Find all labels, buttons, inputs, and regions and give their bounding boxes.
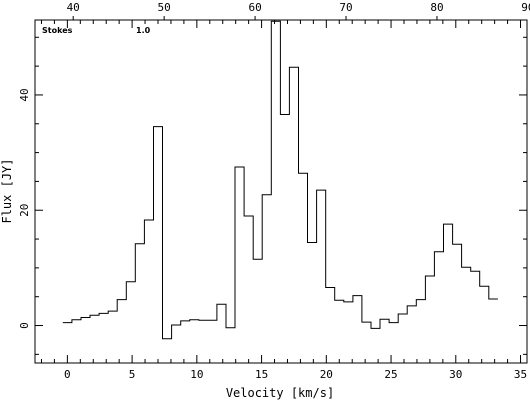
tick-labels: 0 5 10 15 20 25 30 35 40 50 60 70 80 90 0 20 40 [18,1,530,381]
y-tick-label: 0 [18,322,31,329]
x2-tick-label: 70 [339,1,352,14]
series-line [62,20,498,340]
y-tick-label: 40 [18,88,31,101]
anno-label: Stokes [42,26,73,35]
x-tick-label: 25 [384,368,397,381]
x2-tick-label: 50 [158,1,171,14]
plot-frame [34,19,528,364]
x-tick-label: 0 [64,368,71,381]
x2-tick-label: 80 [430,1,443,14]
x-tick-label: 35 [514,368,527,381]
x2-tick-label: 40 [67,1,80,14]
x-tick-label: 30 [449,368,462,381]
y-axis-title: Flux [JY] [0,158,14,223]
x-tick-label: 5 [129,368,136,381]
x-tick-label: 15 [255,368,268,381]
x-tick-label: 10 [190,368,203,381]
y-tick-label: 20 [18,204,31,217]
anno-value: 1.0 [136,26,151,35]
x-axis-title: Velocity [km/s] [226,386,334,400]
tick-marks [35,16,527,363]
x-tick-label: 20 [320,368,333,381]
x2-tick-label: 60 [248,1,261,14]
x2-tick-label: 90 [521,1,530,14]
